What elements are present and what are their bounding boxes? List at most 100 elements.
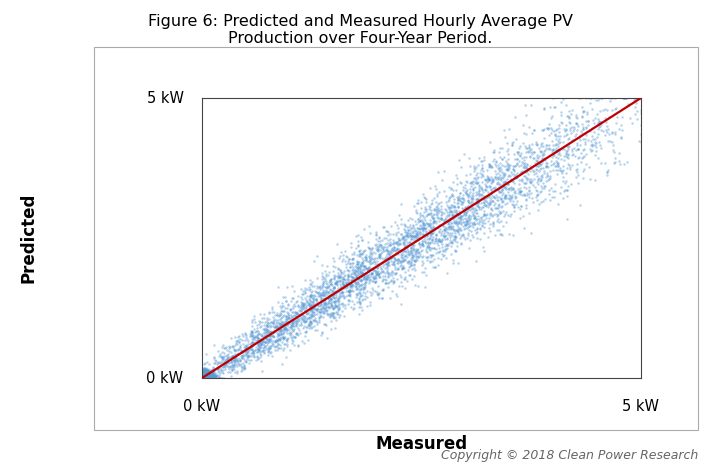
Point: [551, 136, 562, 143]
Point: [395, 200, 406, 208]
Point: [199, 374, 211, 382]
Point: [369, 275, 380, 282]
Point: [310, 295, 322, 302]
Point: [428, 211, 440, 218]
Point: [197, 374, 208, 381]
Point: [200, 372, 212, 380]
Point: [238, 361, 250, 369]
Point: [359, 264, 371, 272]
Point: [305, 318, 317, 325]
Point: [199, 372, 210, 380]
Point: [198, 374, 210, 381]
Point: [499, 134, 510, 141]
Point: [475, 173, 487, 181]
Point: [551, 133, 562, 140]
Point: [198, 372, 210, 379]
Point: [477, 195, 489, 202]
Point: [312, 303, 324, 310]
Point: [201, 371, 212, 379]
Point: [197, 368, 208, 376]
Point: [573, 94, 585, 102]
Point: [413, 196, 424, 204]
Point: [535, 187, 546, 195]
Point: [201, 375, 212, 382]
Point: [200, 371, 212, 378]
Point: [426, 231, 437, 238]
Point: [423, 210, 434, 217]
Point: [197, 372, 209, 379]
Point: [331, 296, 343, 304]
Point: [342, 257, 354, 265]
Point: [196, 373, 207, 380]
Point: [348, 305, 359, 312]
Point: [496, 161, 508, 169]
Point: [467, 233, 479, 240]
Point: [199, 375, 211, 382]
Point: [197, 375, 208, 382]
Point: [202, 371, 213, 379]
Point: [280, 312, 292, 320]
Point: [201, 364, 212, 371]
Point: [197, 375, 208, 382]
Point: [201, 371, 212, 378]
Point: [199, 373, 210, 380]
Point: [198, 373, 210, 380]
Point: [401, 238, 413, 246]
Point: [477, 167, 489, 175]
Point: [222, 358, 234, 365]
Point: [632, 94, 644, 102]
Point: [491, 210, 503, 218]
Point: [196, 369, 207, 377]
Point: [201, 372, 212, 380]
Point: [428, 214, 440, 222]
Point: [286, 294, 297, 302]
Point: [445, 222, 456, 230]
Point: [203, 374, 215, 382]
Point: [199, 371, 211, 379]
Point: [203, 370, 215, 378]
Point: [202, 374, 214, 381]
Point: [552, 151, 564, 158]
Point: [200, 373, 212, 380]
Point: [198, 373, 210, 381]
Point: [196, 372, 207, 380]
Point: [555, 98, 567, 106]
Point: [199, 373, 211, 381]
Point: [402, 240, 413, 248]
Point: [197, 370, 208, 377]
Point: [464, 214, 475, 222]
Point: [197, 370, 209, 378]
Point: [197, 373, 208, 381]
Point: [198, 371, 210, 378]
Point: [197, 374, 209, 381]
Point: [202, 372, 214, 380]
Point: [198, 372, 210, 380]
Point: [199, 371, 211, 379]
Point: [229, 347, 240, 355]
Point: [341, 284, 352, 292]
Point: [265, 327, 276, 335]
Point: [203, 371, 215, 379]
Point: [200, 373, 212, 381]
Point: [381, 263, 392, 271]
Point: [374, 241, 385, 248]
Point: [197, 368, 209, 375]
Point: [387, 287, 398, 295]
Point: [201, 371, 212, 379]
Point: [498, 153, 509, 160]
Point: [567, 127, 579, 135]
Point: [198, 374, 210, 382]
Point: [199, 371, 211, 379]
Point: [333, 290, 344, 297]
Point: [199, 371, 211, 378]
Point: [198, 373, 210, 380]
Point: [240, 349, 252, 356]
Point: [198, 373, 210, 380]
Point: [417, 246, 428, 254]
Point: [201, 374, 212, 382]
Point: [268, 326, 279, 333]
Point: [198, 374, 210, 381]
Point: [219, 363, 230, 370]
Point: [265, 338, 276, 345]
Point: [364, 301, 376, 309]
